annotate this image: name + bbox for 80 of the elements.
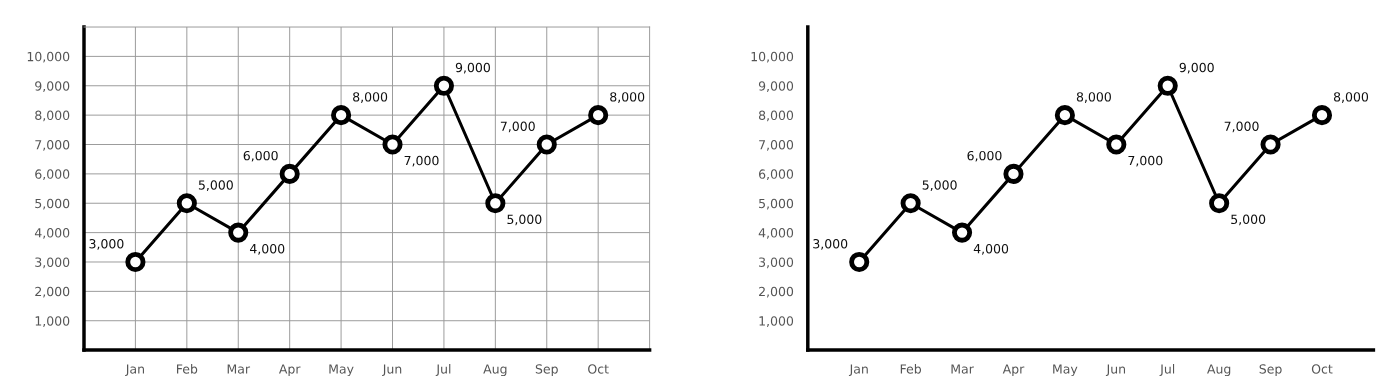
data-label: 8,000 bbox=[1333, 92, 1369, 103]
point bbox=[951, 222, 973, 243]
point bbox=[382, 134, 403, 155]
data-label: 4,000 bbox=[249, 243, 285, 255]
y-tick-label: 4,000 bbox=[758, 228, 794, 239]
data-label: 6,000 bbox=[243, 150, 278, 162]
x-tick-label: Feb bbox=[900, 363, 922, 374]
data-label: 4,000 bbox=[973, 243, 1009, 255]
data-label: 7,000 bbox=[500, 121, 535, 133]
x-tick-label: Jul bbox=[1159, 363, 1175, 376]
data-label: 7,000 bbox=[1224, 121, 1259, 133]
point bbox=[279, 163, 300, 184]
point bbox=[1209, 193, 1230, 214]
point bbox=[485, 193, 506, 214]
data-label: 3,000 bbox=[89, 239, 124, 250]
x-tick-label: Jan bbox=[125, 364, 144, 376]
y-tick-label: 4,000 bbox=[34, 228, 70, 239]
y-tick-label: 1,000 bbox=[35, 316, 70, 327]
x-tick-label: Oct bbox=[1311, 364, 1333, 374]
y-tick-label: 2,000 bbox=[759, 286, 794, 298]
x-tick-label: Mar bbox=[951, 364, 974, 374]
y-tick-label: 9,000 bbox=[35, 81, 70, 92]
x-tick-label: Mar bbox=[227, 364, 251, 374]
x-tick-label: Sep bbox=[535, 364, 558, 377]
data-label: 7,000 bbox=[1128, 155, 1163, 167]
x-tick-label: Feb bbox=[177, 363, 198, 374]
y-tick-label: 6,000 bbox=[759, 169, 794, 181]
data-label: 5,000 bbox=[922, 180, 957, 191]
point bbox=[1054, 105, 1075, 126]
point bbox=[228, 222, 249, 243]
y-tick-label: 10,000 bbox=[27, 51, 70, 63]
x-tick-label: Jun bbox=[382, 364, 402, 376]
data-label: 9,000 bbox=[1179, 62, 1214, 74]
data-label: 5,000 bbox=[198, 180, 233, 191]
point bbox=[536, 134, 557, 155]
data-label: 5,000 bbox=[1231, 214, 1266, 226]
x-tick-label: Jun bbox=[1105, 364, 1126, 376]
x-tick-label: Sep bbox=[1259, 364, 1282, 377]
x-tick-label: Jul bbox=[435, 363, 451, 376]
x-tick-label: Jan bbox=[848, 364, 868, 376]
x-tick-label: Oct bbox=[588, 364, 609, 374]
point bbox=[900, 193, 921, 214]
y-tick-label: 6,000 bbox=[35, 169, 70, 181]
point bbox=[176, 193, 197, 214]
point bbox=[588, 105, 609, 126]
point bbox=[433, 75, 454, 96]
data-label: 5,000 bbox=[507, 214, 542, 226]
y-tick-label: 2,000 bbox=[35, 286, 70, 298]
y-tick-label: 7,000 bbox=[35, 139, 70, 151]
point bbox=[1260, 134, 1281, 155]
y-tick-label: 5,000 bbox=[35, 198, 70, 210]
point bbox=[331, 105, 352, 126]
point bbox=[1003, 163, 1024, 184]
point bbox=[125, 251, 146, 273]
x-tick-label: May bbox=[329, 364, 354, 377]
y-tick-label: 3,000 bbox=[759, 257, 794, 269]
data-label: 7,000 bbox=[404, 155, 439, 167]
y-tick-label: 5,000 bbox=[759, 198, 794, 210]
y-tick-label: 9,000 bbox=[758, 81, 794, 92]
data-label: 6,000 bbox=[967, 150, 1002, 162]
data-label: 8,000 bbox=[610, 92, 645, 103]
x-tick-label: Apr bbox=[1002, 364, 1025, 377]
data-label: 9,000 bbox=[455, 62, 490, 74]
y-tick-label: 8,000 bbox=[758, 110, 794, 122]
data-label: 8,000 bbox=[1076, 92, 1111, 103]
y-tick-label: 3,000 bbox=[35, 257, 70, 269]
point bbox=[1157, 75, 1178, 96]
x-tick-label: Aug bbox=[483, 364, 507, 377]
x-tick-label: Apr bbox=[278, 364, 301, 377]
data-label: 3,000 bbox=[813, 239, 848, 250]
data-label: 8,000 bbox=[353, 92, 388, 103]
y-tick-label: 1,000 bbox=[759, 316, 794, 327]
y-tick-label: 7,000 bbox=[759, 139, 794, 151]
x-tick-label: May bbox=[1053, 364, 1078, 377]
point bbox=[849, 251, 870, 273]
x-tick-label: Aug bbox=[1207, 364, 1231, 377]
point bbox=[1106, 134, 1127, 155]
y-tick-label: 8,000 bbox=[35, 110, 70, 122]
y-tick-label: 10,000 bbox=[751, 51, 794, 63]
point bbox=[1311, 105, 1333, 126]
